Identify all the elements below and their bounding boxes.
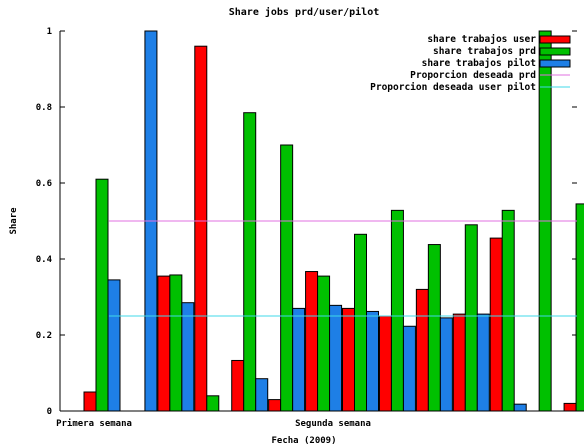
bar-user (231, 359, 245, 412)
bar-prd (575, 203, 584, 412)
bar-pilot (329, 304, 343, 412)
bar-prd (427, 244, 441, 412)
legend-label-user: share trabajos user (427, 34, 536, 45)
bar-pilot (292, 307, 306, 412)
legend-swatch-user (539, 35, 571, 44)
bar-user (268, 399, 282, 412)
bar-prd (354, 233, 367, 412)
legend-label-prop_prd: Proporcion deseada prd (410, 70, 536, 81)
bar-prd (501, 209, 515, 412)
legend-swatch-pilot (539, 59, 571, 68)
legend-label-pilot: share trabajos pilot (422, 58, 536, 69)
bar-user (563, 402, 577, 412)
y-tick-label: 0 (47, 407, 52, 417)
bar-pilot (107, 279, 121, 412)
chart-title: Share jobs prd/user/pilot (229, 6, 380, 18)
y-tick-label: 0.6 (36, 179, 52, 189)
bar-user (489, 237, 503, 412)
bar-prd (464, 224, 478, 412)
y-tick-label: 0.8 (36, 103, 52, 113)
bar-prd (169, 274, 183, 412)
bar-user (415, 288, 429, 412)
bar-user (194, 45, 208, 412)
bar-pilot (255, 378, 269, 412)
legend-label-prop_user_pilot: Proporcion deseada user pilot (370, 82, 536, 93)
bar-prd (95, 178, 109, 412)
bar-prd (243, 112, 257, 412)
bar-prd (317, 275, 331, 412)
bar-pilot (439, 317, 453, 412)
y-tick-label: 1 (47, 27, 52, 37)
bar-prd (390, 209, 404, 412)
bar-user (157, 275, 171, 412)
bar-prd (206, 395, 220, 412)
bar-pilot (402, 325, 416, 412)
bar-user (378, 315, 392, 412)
bar-user (452, 313, 466, 412)
y-tick-label: 0.4 (36, 255, 53, 265)
bar-user (342, 307, 355, 412)
bar-pilot (476, 313, 490, 412)
bar-user (83, 391, 97, 412)
x-tick-label-segunda: Segunda semana (295, 419, 371, 429)
bar-pilot (513, 403, 527, 412)
legend-label-prd: share trabajos prd (433, 46, 536, 57)
bar-prd (280, 144, 294, 412)
y-axis-label: Share (9, 207, 19, 235)
bar-pilot (366, 310, 379, 412)
y-tick-label: 0.2 (36, 331, 52, 341)
legend-swatch-prd (539, 47, 571, 56)
bar-pilot (181, 302, 195, 412)
x-axis-label: Fecha (2009) (271, 436, 336, 446)
bar-user (305, 271, 319, 412)
x-tick-label-primera: Primera semana (56, 418, 132, 429)
plot-area: 0 0.2 0.4 0.6 0.8 1 (36, 27, 584, 417)
